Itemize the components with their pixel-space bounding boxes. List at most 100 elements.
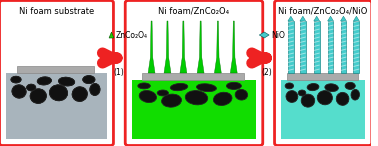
Ellipse shape xyxy=(37,77,51,85)
Polygon shape xyxy=(341,53,346,55)
Bar xyxy=(281,80,366,139)
Polygon shape xyxy=(328,60,333,63)
Polygon shape xyxy=(314,57,320,59)
Polygon shape xyxy=(314,20,320,23)
Ellipse shape xyxy=(72,87,87,101)
Text: Ni foam substrate: Ni foam substrate xyxy=(19,7,94,16)
Ellipse shape xyxy=(50,85,68,101)
Polygon shape xyxy=(328,40,333,43)
Polygon shape xyxy=(353,68,359,71)
Polygon shape xyxy=(300,28,306,31)
Polygon shape xyxy=(288,48,294,51)
Polygon shape xyxy=(328,65,333,67)
Polygon shape xyxy=(288,53,294,55)
Polygon shape xyxy=(109,32,114,38)
Polygon shape xyxy=(314,25,320,27)
Ellipse shape xyxy=(285,83,294,89)
Polygon shape xyxy=(353,20,359,23)
Ellipse shape xyxy=(214,92,232,105)
Polygon shape xyxy=(341,48,346,51)
Text: Ni foam/ZnCo₂O₄: Ni foam/ZnCo₂O₄ xyxy=(158,7,229,16)
Ellipse shape xyxy=(50,85,68,101)
Ellipse shape xyxy=(26,84,36,91)
Ellipse shape xyxy=(83,76,95,84)
FancyBboxPatch shape xyxy=(0,0,113,146)
Polygon shape xyxy=(341,68,346,71)
Ellipse shape xyxy=(11,76,21,83)
Polygon shape xyxy=(341,25,346,27)
Ellipse shape xyxy=(11,76,21,83)
Bar xyxy=(341,21,346,73)
Ellipse shape xyxy=(157,90,169,96)
FancyBboxPatch shape xyxy=(274,0,372,146)
Polygon shape xyxy=(341,60,346,63)
Polygon shape xyxy=(341,16,346,21)
Ellipse shape xyxy=(325,84,338,92)
Polygon shape xyxy=(353,40,359,43)
Polygon shape xyxy=(314,60,320,63)
Polygon shape xyxy=(314,16,320,21)
Polygon shape xyxy=(300,68,306,71)
Bar xyxy=(143,73,243,80)
Ellipse shape xyxy=(307,84,319,91)
Ellipse shape xyxy=(197,84,217,92)
Polygon shape xyxy=(300,25,306,27)
Polygon shape xyxy=(328,28,333,31)
Polygon shape xyxy=(328,16,333,21)
Polygon shape xyxy=(341,57,346,59)
Polygon shape xyxy=(288,57,294,59)
Bar xyxy=(353,21,359,73)
Polygon shape xyxy=(288,40,294,43)
Ellipse shape xyxy=(90,84,100,95)
Polygon shape xyxy=(353,45,359,47)
Polygon shape xyxy=(314,28,320,31)
Polygon shape xyxy=(353,48,359,51)
Polygon shape xyxy=(288,25,294,27)
Polygon shape xyxy=(180,21,187,73)
Bar xyxy=(132,80,256,139)
Polygon shape xyxy=(148,21,155,73)
Ellipse shape xyxy=(185,91,208,105)
Polygon shape xyxy=(328,53,333,55)
Polygon shape xyxy=(341,40,346,43)
Polygon shape xyxy=(314,36,320,39)
Text: NiO: NiO xyxy=(271,31,285,40)
Bar xyxy=(6,73,107,139)
Polygon shape xyxy=(314,33,320,35)
Polygon shape xyxy=(300,65,306,67)
Polygon shape xyxy=(353,16,359,21)
Polygon shape xyxy=(341,65,346,67)
Ellipse shape xyxy=(37,77,51,85)
Ellipse shape xyxy=(139,91,156,102)
Ellipse shape xyxy=(298,90,306,96)
Polygon shape xyxy=(328,36,333,39)
Polygon shape xyxy=(328,33,333,35)
Polygon shape xyxy=(288,33,294,35)
Ellipse shape xyxy=(345,82,355,89)
Polygon shape xyxy=(314,40,320,43)
Ellipse shape xyxy=(30,89,46,103)
Polygon shape xyxy=(288,45,294,47)
Ellipse shape xyxy=(235,89,248,100)
Ellipse shape xyxy=(59,77,75,86)
Polygon shape xyxy=(341,20,346,23)
Polygon shape xyxy=(328,57,333,59)
Polygon shape xyxy=(300,33,306,35)
Ellipse shape xyxy=(138,83,150,89)
Bar xyxy=(300,21,306,73)
Text: Ni foam/ZnCo₂O₄/NiO: Ni foam/ZnCo₂O₄/NiO xyxy=(279,7,368,16)
Polygon shape xyxy=(353,53,359,55)
FancyBboxPatch shape xyxy=(125,0,263,146)
Ellipse shape xyxy=(226,82,242,89)
Text: (1): (1) xyxy=(113,68,124,77)
Ellipse shape xyxy=(170,84,188,91)
Ellipse shape xyxy=(336,92,349,105)
Polygon shape xyxy=(214,21,221,73)
Polygon shape xyxy=(353,65,359,67)
Polygon shape xyxy=(353,57,359,59)
Bar xyxy=(17,66,94,73)
Bar xyxy=(288,21,294,73)
Polygon shape xyxy=(288,36,294,39)
Polygon shape xyxy=(353,33,359,35)
Ellipse shape xyxy=(26,84,36,91)
